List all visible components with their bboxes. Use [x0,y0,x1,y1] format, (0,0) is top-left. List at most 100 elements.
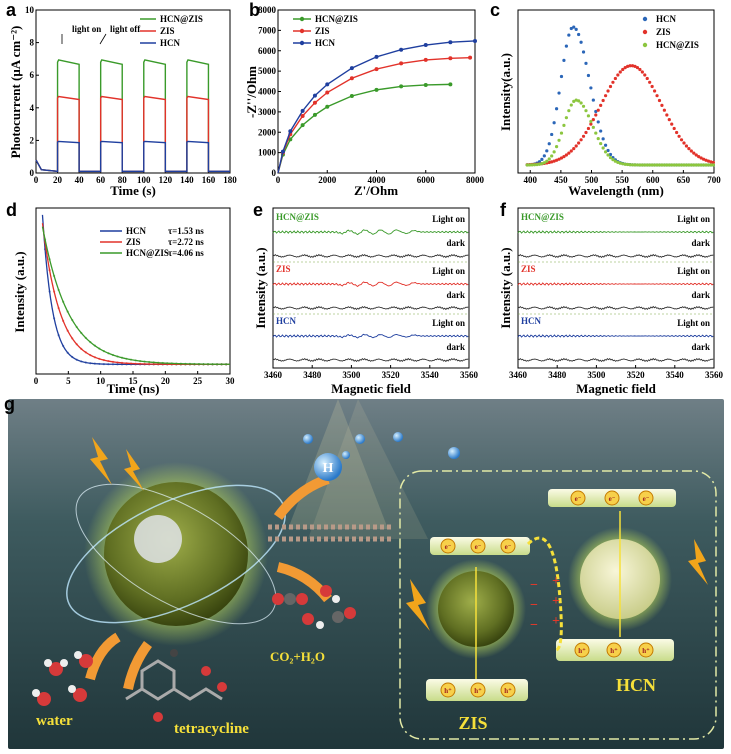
decay-point [143,362,146,366]
pl-point-zis [554,158,559,162]
epr-light-trace-hcn [272,333,469,339]
decay-point [129,362,133,365]
zis-label: ZIS [458,713,487,733]
hole-label: h⁺ [474,687,482,695]
pl-point-zis [633,64,637,68]
legend-label: HCN [126,226,147,236]
pl-point-hcn-zis [628,163,632,167]
decay-point [71,337,74,340]
electron [440,538,456,554]
y-tick-label: 2 [30,135,35,145]
dark-label: dark [446,342,465,352]
light-on-label: Light on [677,214,710,224]
pl-point-hcn [564,44,568,48]
pl-point-hcn [537,160,542,164]
pl-point-hcn-zis [564,116,568,120]
nyquist-point [325,82,330,87]
sample-label: HCN@ZIS [521,212,564,222]
hcn-label: HCN [616,675,656,695]
legend-label: HCN@ZIS [315,14,358,24]
decay-point [89,341,92,344]
x-tick-label: 25 [193,376,203,386]
pl-point-hcn-zis [586,114,591,118]
pl-point-hcn-zis [701,163,706,167]
pl-point-hcn [596,120,600,124]
pl-point-hcn-zis [525,163,529,167]
legend-marker [642,29,648,35]
nyquist-point [374,67,379,72]
x-tick-label: 3560 [460,370,479,380]
light-on-label: Light on [432,318,465,328]
nyquist-point [473,38,477,43]
pl-point-hcn [567,33,571,37]
x-tick-label: 160 [202,175,216,185]
light-ray [308,399,428,539]
co2-h2o-molecules [272,585,356,629]
pl-point-zis [657,98,662,103]
pl-point-hcn-zis [679,163,684,167]
x-tick-label: 3560 [705,370,724,380]
decay-point [66,351,69,354]
electron [570,490,586,506]
light-on-label: light on [72,24,101,34]
pl-point-hcn-zis [606,153,610,157]
pl-point-zis [596,108,600,112]
decay-point [215,363,219,366]
pl-point-hcn-zis [630,163,635,167]
pl-point-hcn [574,27,578,31]
pl-point-hcn-zis [613,159,617,163]
pl-point-hcn [589,86,593,90]
tetracycline-molecule [125,649,227,722]
decay-point [102,350,105,353]
decay-point [53,290,56,293]
plus-sign: + [552,574,560,589]
decay-point [62,319,65,322]
y-tick-label: 3000 [258,107,277,117]
pl-point-hcn-zis [643,163,647,167]
minus-sign: − [530,618,538,633]
pl-point-hcn [581,50,586,54]
panel-d-label: d [6,200,17,220]
pl-point-hcn [572,25,576,29]
water-label: water [36,713,73,729]
pl-point-zis [635,66,640,70]
nyquist-point [300,113,305,118]
pl-point-zis [586,126,591,131]
pl-point-zis [626,64,630,68]
decay-point [48,258,51,261]
decay-point [48,290,51,293]
pl-point-hcn [601,137,605,141]
energy-ring [75,483,277,625]
panel-b-label: b [249,0,260,20]
x-tick-label: 15 [129,376,139,386]
electron [470,538,486,554]
decay-point [102,362,105,366]
electron [500,538,516,554]
x-tick-label: 3460 [509,370,528,380]
nyquist-point [312,112,317,117]
x-tick-label: 30 [226,376,236,386]
light-on-label: Light on [432,214,465,224]
pl-point-hcn-zis [601,146,605,150]
nyquist-chart: 0 2000 4000 6000 8000 0 1000 2000 3000 4000 5000 60… [244,5,485,198]
pl-point-hcn-zis [677,163,681,167]
pl-point-zis [564,153,568,157]
pl-point-hcn-zis [528,163,532,167]
pl-point-hcn [569,26,573,31]
nyquist-point [312,100,317,105]
x-axis-title: Magnetic field [576,381,657,396]
x-tick-label: 40 [75,175,85,185]
h2-label: H [323,461,334,476]
decay-point [120,361,124,364]
photocurrent-series-hcn [35,140,230,173]
x-tick-label: 3460 [264,370,283,380]
pl-point-hcn-zis [603,150,608,154]
pl-point-hcn-zis [638,163,642,167]
panel-f-label: f [500,200,506,220]
decay-point [43,238,47,241]
orange-arrow [273,474,330,520]
pl-point-hcn-zis [562,123,566,127]
pl-point-hcn-zis [694,163,698,167]
pl-point-hcn-zis [530,163,534,167]
bubble [342,451,350,459]
